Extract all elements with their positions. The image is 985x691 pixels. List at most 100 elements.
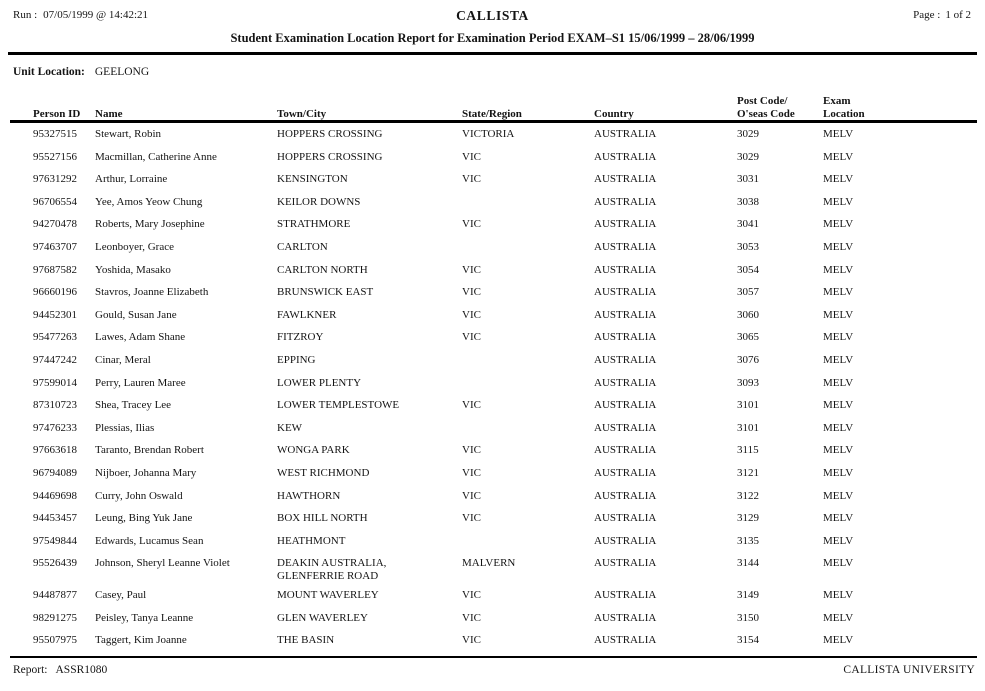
cell-town-city: KEW <box>277 421 303 434</box>
cell-name: Yee, Amos Yeow Chung <box>95 195 203 208</box>
cell-country: AUSTRALIA <box>594 331 657 344</box>
cell-name: Edwards, Lucamus Sean <box>95 534 204 547</box>
cell-country: AUSTRALIA <box>594 466 657 479</box>
cell-town-city: HOPPERS CROSSING <box>277 128 383 140</box>
table-row: 94469698 Curry, John Oswald HAWTHORN VIC… <box>33 486 977 509</box>
cell-town-city: CARLTON NORTH <box>277 263 368 276</box>
page-value: 1 of 2 <box>945 9 971 21</box>
cell-exam-location: MELV <box>823 240 854 253</box>
table-row: 95526439 Johnson, Sheryl Leanne Violet D… <box>33 553 977 585</box>
cell-person-id: 97476233 <box>33 421 77 434</box>
cell-exam-location: MELV <box>823 466 854 479</box>
cell-person-id: 96660196 <box>33 286 77 299</box>
page-label: Page : <box>913 9 941 21</box>
table-row: 94452301 Gould, Susan Jane FAWLKNER VIC … <box>33 305 977 328</box>
col-header-name: Name <box>95 107 123 120</box>
cell-country: AUSTRALIA <box>594 444 657 457</box>
cell-exam-location: MELV <box>823 195 854 208</box>
table-row: 97599014 Perry, Lauren Maree LOWER PLENT… <box>33 373 977 396</box>
cell-town-city: WONGA PARK <box>277 444 350 457</box>
cell-post-code: 3129 <box>737 512 759 525</box>
cell-post-code: 3144 <box>737 557 759 570</box>
cell-exam-location: MELV <box>823 399 854 412</box>
table-row: 94453457 Leung, Bing Yuk Jane BOX HILL N… <box>33 508 977 531</box>
cell-town-city: THE BASIN <box>277 634 335 647</box>
cell-exam-location: MELV <box>823 263 854 276</box>
cell-person-id: 95526439 <box>33 557 77 570</box>
run-timestamp: Run : 07/05/1999 @ 14:42:21 <box>13 9 148 21</box>
cell-exam-location: MELV <box>823 589 854 602</box>
cell-person-id: 97631292 <box>33 173 77 186</box>
cell-state-region: VIC <box>462 331 481 344</box>
col-header-post-code: Post Code/ O'seas Code <box>737 95 795 120</box>
cell-post-code: 3122 <box>737 489 759 502</box>
cell-country: AUSTRALIA <box>594 489 657 502</box>
cell-name: Perry, Lauren Maree <box>95 376 186 389</box>
cell-country: AUSTRALIA <box>594 611 657 624</box>
cell-town-city: MOUNT WAVERLEY <box>277 589 379 602</box>
cell-exam-location: MELV <box>823 286 854 299</box>
cell-country: AUSTRALIA <box>594 173 657 186</box>
cell-person-id: 87310723 <box>33 399 77 412</box>
cell-exam-location: MELV <box>823 534 854 547</box>
cell-town-city: BRUNSWICK EAST <box>277 286 374 299</box>
cell-name: Shea, Tracey Lee <box>95 399 172 412</box>
cell-state-region: VIC <box>462 589 481 602</box>
header-rule <box>8 52 977 55</box>
cell-person-id: 97599014 <box>33 376 77 389</box>
cell-name: Cinar, Meral <box>95 353 151 366</box>
cell-post-code: 3041 <box>737 218 759 231</box>
cell-person-id: 94452301 <box>33 308 77 321</box>
col-header-country: Country <box>594 107 634 120</box>
table-row: 98291275 Peisley, Tanya Leanne GLEN WAVE… <box>33 608 977 631</box>
cell-person-id: 97463707 <box>33 240 77 253</box>
cell-name: Lawes, Adam Shane <box>95 331 186 344</box>
cell-name: Leonboyer, Grace <box>95 240 174 253</box>
table-row: 87310723 Shea, Tracey Lee LOWER TEMPLEST… <box>33 395 977 418</box>
run-label: Run : <box>13 9 38 21</box>
cell-town-city: BOX HILL NORTH <box>277 512 368 525</box>
table-row: 95507975 Taggert, Kim Joanne THE BASIN V… <box>33 630 977 653</box>
cell-name: Casey, Paul <box>95 589 147 602</box>
cell-exam-location: MELV <box>823 353 854 366</box>
cell-person-id: 98291275 <box>33 611 77 624</box>
cell-post-code: 3154 <box>737 634 759 647</box>
cell-person-id: 97663618 <box>33 444 77 457</box>
cell-state-region: VIC <box>462 218 481 231</box>
cell-country: AUSTRALIA <box>594 376 657 389</box>
table-row: 95477263 Lawes, Adam Shane FITZROY VIC A… <box>33 327 977 350</box>
cell-name: Macmillan, Catherine Anne <box>95 150 217 163</box>
cell-exam-location: MELV <box>823 611 854 624</box>
cell-state-region: VIC <box>462 173 481 186</box>
col-header-state-region: State/Region <box>462 107 522 120</box>
cell-state-region: VIC <box>462 286 481 299</box>
cell-town-city: WEST RICHMOND <box>277 466 370 479</box>
cell-post-code: 3135 <box>737 534 759 547</box>
cell-country: AUSTRALIA <box>594 286 657 299</box>
cell-country: AUSTRALIA <box>594 557 657 570</box>
cell-state-region: VIC <box>462 634 481 647</box>
footer-report-id: Report: ASSR1080 <box>13 664 107 676</box>
cell-person-id: 96706554 <box>33 195 77 208</box>
table-body: 95327515 Stewart, Robin HOPPERS CROSSING… <box>33 124 977 653</box>
cell-name: Stavros, Joanne Elizabeth <box>95 286 209 299</box>
cell-post-code: 3121 <box>737 466 759 479</box>
cell-name: Leung, Bing Yuk Jane <box>95 512 193 525</box>
cell-person-id: 94270478 <box>33 218 77 231</box>
cell-name: Taranto, Brendan Robert <box>95 444 204 457</box>
table-row: 96794089 Nijboer, Johanna Mary WEST RICH… <box>33 463 977 486</box>
cell-state-region: VIC <box>462 512 481 525</box>
cell-post-code: 3101 <box>737 399 759 412</box>
cell-post-code: 3149 <box>737 589 759 602</box>
cell-post-code: 3057 <box>737 286 759 299</box>
cell-country: AUSTRALIA <box>594 218 657 231</box>
page-indicator: Page : 1 of 2 <box>913 9 971 21</box>
run-value: 07/05/1999 @ 14:42:21 <box>43 9 149 21</box>
cell-person-id: 97687582 <box>33 263 77 276</box>
table-row: 97663618 Taranto, Brendan Robert WONGA P… <box>33 440 977 463</box>
table-row: 95527156 Macmillan, Catherine Anne HOPPE… <box>33 147 977 170</box>
cell-country: AUSTRALIA <box>594 195 657 208</box>
cell-state-region: VIC <box>462 308 481 321</box>
cell-exam-location: MELV <box>823 308 854 321</box>
